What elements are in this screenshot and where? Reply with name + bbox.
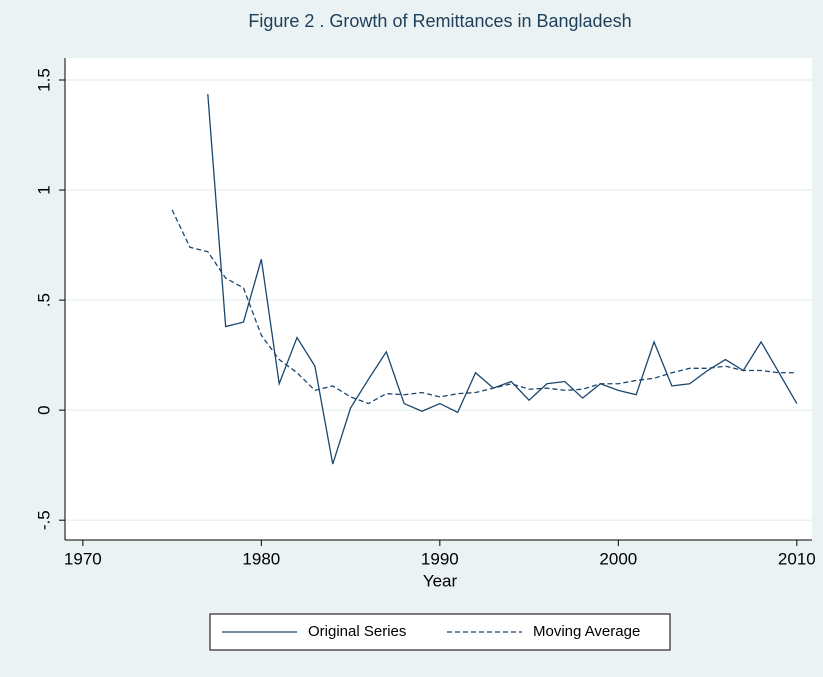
x-axis-label: Year — [423, 571, 458, 590]
x-tick-label: 2010 — [778, 549, 816, 568]
y-tick-label: .5 — [34, 293, 53, 307]
chart-title: Figure 2 . Growth of Remittances in Bang… — [248, 11, 631, 31]
y-tick-label: 1 — [34, 185, 53, 194]
legend-label: Original Series — [308, 623, 406, 640]
series-line — [207, 94, 798, 465]
x-tick-label: 1980 — [242, 549, 280, 568]
y-tick-label: 1.5 — [34, 68, 53, 92]
y-tick-label: 0 — [34, 405, 53, 414]
x-tick-label: 1970 — [64, 549, 102, 568]
plot-area — [65, 58, 812, 540]
legend-label: Moving Average — [533, 623, 640, 640]
series-line — [171, 209, 797, 405]
x-tick-label: 2000 — [599, 549, 637, 568]
x-tick-label: 1990 — [421, 549, 459, 568]
y-tick-label: -.5 — [34, 510, 53, 530]
